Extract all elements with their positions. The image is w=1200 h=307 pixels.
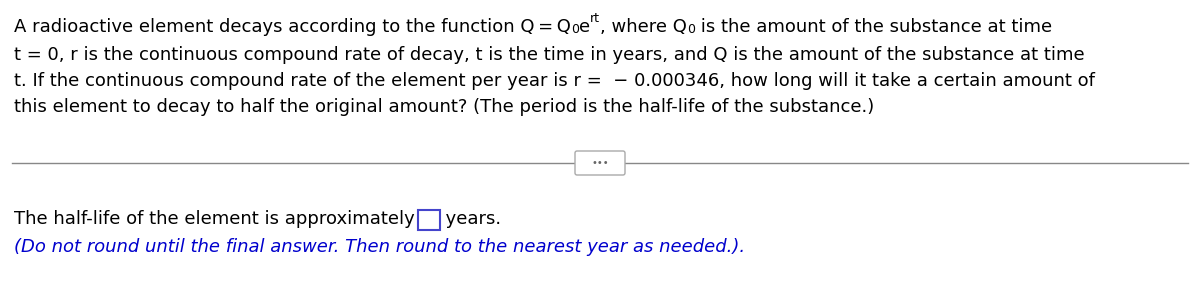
Text: The half-life of the element is approximately: The half-life of the element is approxim… [14,210,419,228]
Text: e: e [578,18,590,36]
Text: is the amount of the substance at time: is the amount of the substance at time [695,18,1052,36]
Text: , where Q: , where Q [600,18,686,36]
Text: 0: 0 [686,23,695,36]
Text: A radioactive element decays according to the function Q = Q: A radioactive element decays according t… [14,18,571,36]
Text: years.: years. [443,210,502,228]
Text: •••: ••• [592,158,608,168]
Text: 0: 0 [571,23,578,36]
Text: t. If the continuous compound rate of the element per year is r =  − 0.000346, h: t. If the continuous compound rate of th… [14,72,1094,90]
Text: t = 0, r is the continuous compound rate of decay, t is the time in years, and Q: t = 0, r is the continuous compound rate… [14,46,1085,64]
Text: (Do not round until the final answer. Then round to the nearest year as needed.): (Do not round until the final answer. Th… [14,238,745,256]
Text: this element to decay to half the original amount? (The period is the half-life : this element to decay to half the origin… [14,98,875,116]
Bar [419,210,440,230]
FancyBboxPatch shape [575,151,625,175]
Text: rt: rt [590,12,600,25]
